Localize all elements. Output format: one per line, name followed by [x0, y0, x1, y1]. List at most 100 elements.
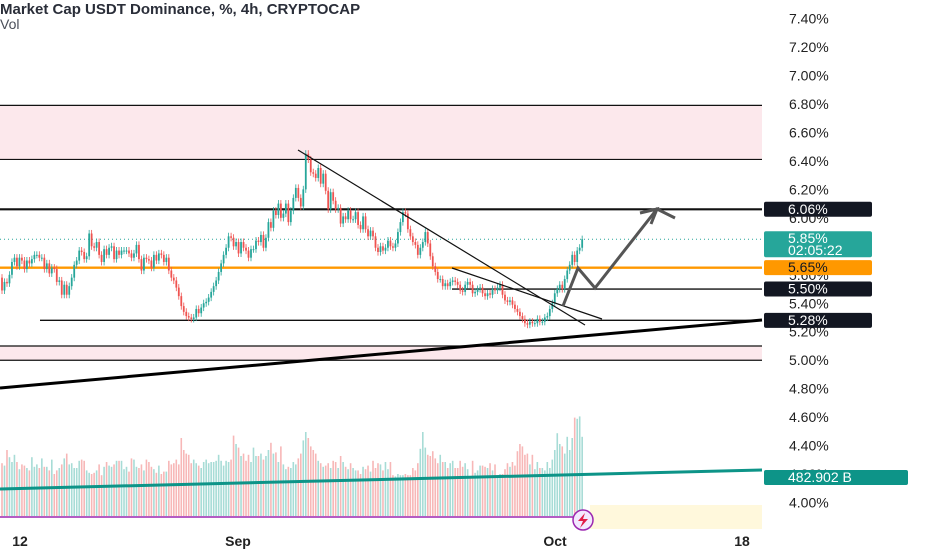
volume-bar — [312, 450, 315, 516]
candle-body — [329, 192, 332, 210]
candle-body — [227, 236, 230, 248]
candle-body — [272, 210, 275, 228]
candle-body — [45, 263, 48, 270]
candle-body — [130, 253, 133, 258]
candle-body — [287, 203, 290, 223]
candle-body — [294, 187, 297, 198]
volume-bar — [514, 465, 516, 516]
candle-body — [21, 257, 23, 261]
volume-bar — [235, 444, 237, 516]
volume-bar — [367, 465, 369, 516]
price-tag-label: 5.85% — [788, 230, 828, 246]
volume-bar — [222, 465, 225, 516]
candle-body — [397, 232, 399, 244]
candle-body — [105, 249, 108, 255]
candle-body — [496, 287, 499, 291]
volume-bar — [339, 456, 342, 516]
candle-body — [506, 300, 509, 302]
volume-bar — [322, 466, 325, 516]
candle-body — [48, 263, 51, 274]
candle-body — [262, 234, 265, 248]
volume-bar — [26, 468, 28, 516]
volume-bar — [155, 472, 158, 516]
price-axis-tick: 4.00% — [789, 495, 829, 511]
volume-bar — [31, 457, 33, 516]
volume-bar — [200, 468, 202, 516]
candle-body — [416, 244, 419, 255]
time-axis-tick: Oct — [543, 533, 567, 549]
volume-bar — [202, 462, 205, 516]
volume-bar — [379, 464, 382, 516]
candle-body — [26, 260, 28, 270]
price-axis-tick: 5.40% — [789, 295, 829, 311]
candle-body — [521, 316, 524, 319]
volume-bar — [123, 469, 125, 516]
candle-body — [235, 242, 237, 247]
volume-bar — [516, 451, 519, 516]
volume-bar — [180, 438, 183, 516]
lightning-bolt — [578, 513, 588, 528]
volume-bar — [334, 462, 337, 516]
volume-bar — [304, 432, 307, 516]
time-axis-bg — [0, 530, 932, 550]
candle-body — [489, 293, 491, 295]
volume-bar — [446, 468, 449, 516]
candle-body — [516, 308, 519, 312]
volume-bar — [369, 471, 372, 516]
volume-bar — [414, 470, 417, 516]
volume-bar — [135, 466, 138, 516]
volume-bar — [262, 459, 265, 516]
candle-body — [561, 284, 564, 290]
volume-bar — [75, 468, 78, 516]
time-axis[interactable]: 12 Sep Oct 18 — [0, 530, 932, 550]
candle-body — [38, 254, 41, 258]
candle-body — [571, 254, 574, 265]
candle-body — [528, 321, 531, 325]
candle-body — [553, 293, 556, 304]
candle-body — [409, 229, 412, 237]
candle-body — [499, 284, 501, 288]
countdown-label: 02:05:22 — [788, 242, 843, 258]
zones-layer — [0, 105, 762, 361]
candle-body — [332, 192, 335, 201]
candle-body — [53, 267, 56, 270]
descending-trendline — [297, 149, 586, 326]
price-axis-tick: 6.40% — [789, 153, 829, 169]
volume-bar — [105, 462, 108, 516]
candle-body — [573, 254, 576, 262]
candle-body — [277, 203, 280, 215]
candle-body — [28, 260, 31, 264]
candle-body — [232, 237, 235, 247]
candle-body — [474, 291, 476, 294]
volume-bar — [431, 451, 434, 516]
volume-bar — [53, 474, 56, 516]
price-axis-tick: 4.60% — [789, 409, 829, 425]
candle-body — [98, 242, 101, 255]
candle-body — [449, 281, 452, 287]
volume-bar — [257, 456, 260, 516]
candle-body — [419, 247, 422, 255]
volume-bar — [496, 475, 499, 516]
volume-bar — [295, 464, 297, 516]
volume-bar — [429, 456, 432, 516]
volume-bar — [103, 466, 105, 516]
candle-body — [13, 257, 16, 262]
volume-bar — [424, 447, 427, 516]
candle-body — [349, 210, 352, 220]
volume-bar — [573, 417, 576, 516]
candle-body — [103, 249, 105, 262]
candle-body — [155, 254, 158, 261]
volume-bar — [501, 474, 504, 516]
volume-bar — [397, 474, 399, 516]
volume-bar — [205, 459, 207, 516]
volume-bar — [419, 448, 422, 516]
volume-bar — [153, 469, 155, 516]
price-tag-dark — [764, 201, 872, 217]
volume-bar — [118, 460, 120, 516]
time-axis-tick: 12 — [12, 533, 28, 549]
volume-bar — [566, 436, 569, 516]
volume-bar — [13, 454, 16, 516]
price-tag-orange — [764, 260, 872, 276]
candle-body — [461, 290, 464, 292]
